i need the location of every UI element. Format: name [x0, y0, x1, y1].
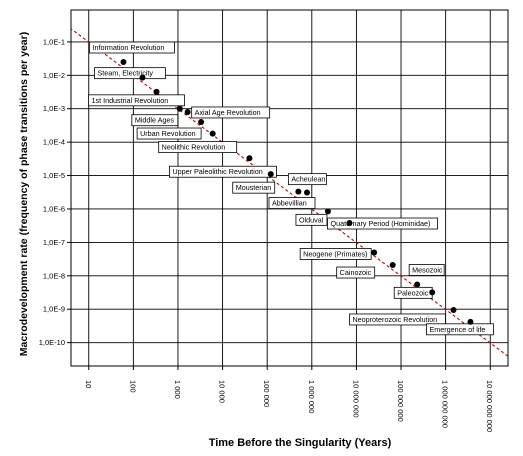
y-tick-label: 1,0E-9 [43, 305, 65, 314]
data-point [303, 189, 310, 196]
annotation-label: Paleozoic [397, 288, 429, 297]
data-point [429, 289, 436, 296]
y-axis-title: Macrodevelopment rate (frequency of phas… [18, 32, 30, 356]
annotation-label: Axial Age Revolution [195, 108, 261, 117]
annotation-box [268, 197, 316, 209]
trendline [71, 28, 508, 357]
y-tick-label: 1,0E-2 [43, 71, 65, 80]
x-tick-label: 10 [84, 380, 93, 388]
annotation-label: Acheulean [291, 175, 325, 184]
data-point [120, 59, 127, 66]
annotation-box [89, 41, 175, 54]
plot-area [70, 9, 509, 367]
y-tick-label: 1,0E-1 [43, 37, 65, 46]
annotation-box [336, 266, 376, 279]
annotation-label: Steam, Electricity [97, 69, 153, 78]
data-point [198, 119, 205, 126]
x-tick-label: 10 000 000 000 [485, 380, 494, 432]
annotation-label: Neogene (Primates) [303, 249, 367, 258]
y-tick-label: 1,0E-5 [43, 171, 65, 180]
annotation-box [191, 106, 271, 119]
data-point [371, 249, 378, 256]
annotation-label: Olduval [299, 215, 324, 224]
y-tick-label: 1,0E-3 [43, 104, 65, 113]
annotation-label: Information Revolution [92, 43, 164, 52]
annotation-box [426, 323, 494, 336]
data-point [153, 88, 160, 95]
annotation-box [299, 248, 372, 260]
plot-frame [70, 9, 509, 367]
x-tick-label: 10 000 [218, 380, 227, 403]
annotation-box [88, 94, 185, 107]
annotation-label: Quaternary Period (Hominidae) [331, 219, 431, 228]
annotation-box [287, 173, 327, 186]
x-tick-label: 1 000 000 000 [441, 380, 450, 428]
y-axis: 1,0E-1 1,0E-2 1,0E-3 1,0E-4 1,0E-5 1,0E-6 1,0E… [39, 37, 71, 347]
data-point [346, 220, 353, 227]
data-point [209, 130, 216, 137]
annotation-box [327, 217, 438, 230]
y-tick-label: 1,0E-4 [43, 138, 65, 147]
annotation-box [136, 127, 202, 140]
annotations: Information Revolution Steam, Electricity… [88, 41, 494, 336]
annotation-label: Neoproterozoic Revolution [352, 315, 437, 324]
annotation-box [408, 264, 445, 276]
x-tick-label: 100 000 000 [396, 380, 405, 422]
data-point [295, 188, 302, 195]
trend-line [71, 28, 508, 357]
y-tick-label: 1,0E-6 [43, 204, 65, 213]
y-tick-label: 1,0E-7 [43, 238, 65, 247]
annotation-box [158, 141, 238, 154]
annotation-label: 1st Industrial Revolution [91, 96, 168, 105]
data-point [450, 306, 457, 313]
x-tick-label: 1 000 [173, 380, 182, 399]
annotation-box [232, 181, 276, 194]
annotation-box [131, 114, 179, 127]
annotation-box [349, 313, 446, 326]
x-axis-title: Time Before the Singularity (Years) [209, 437, 392, 449]
annotation-box [295, 213, 328, 226]
annotation-label: Cainozoic [340, 268, 372, 277]
annotation-label: Emergence of life [429, 325, 485, 334]
data-point [267, 171, 274, 178]
data-point [246, 155, 253, 162]
x-axis: 10 100 1 000 10 000 100 000 1 000 000 10 000 0… [84, 366, 494, 432]
data-point [467, 318, 474, 325]
annotation-label: Mousterian [236, 183, 272, 192]
data-point [184, 108, 191, 115]
x-tick-label: 100 [128, 380, 137, 393]
annotation-label: Middle Ages [135, 116, 175, 125]
x-tick-label: 10 000 000 [351, 380, 360, 418]
annotation-label: Upper Paleolithic Revolution [172, 167, 262, 176]
x-tick-label: 100 000 [262, 380, 271, 407]
y-tick-label: 1,0E-10 [39, 338, 65, 347]
annotation-box [94, 67, 166, 80]
annotation-label: Abbevillian [272, 199, 307, 208]
x-tick-label: 1 000 000 [307, 380, 316, 413]
annotation-label: Neolithic Revolution [162, 143, 226, 152]
annotation-box [169, 165, 277, 178]
y-tick-label: 1,0E-8 [43, 271, 65, 280]
annotation-label: Mesozoic [412, 265, 443, 274]
data-point [139, 74, 146, 81]
data-points [120, 59, 474, 325]
data-point [176, 105, 183, 112]
annotation-label: Urban Revolution [140, 129, 196, 138]
data-point [414, 281, 421, 288]
data-point [324, 208, 331, 215]
data-point [389, 262, 396, 269]
